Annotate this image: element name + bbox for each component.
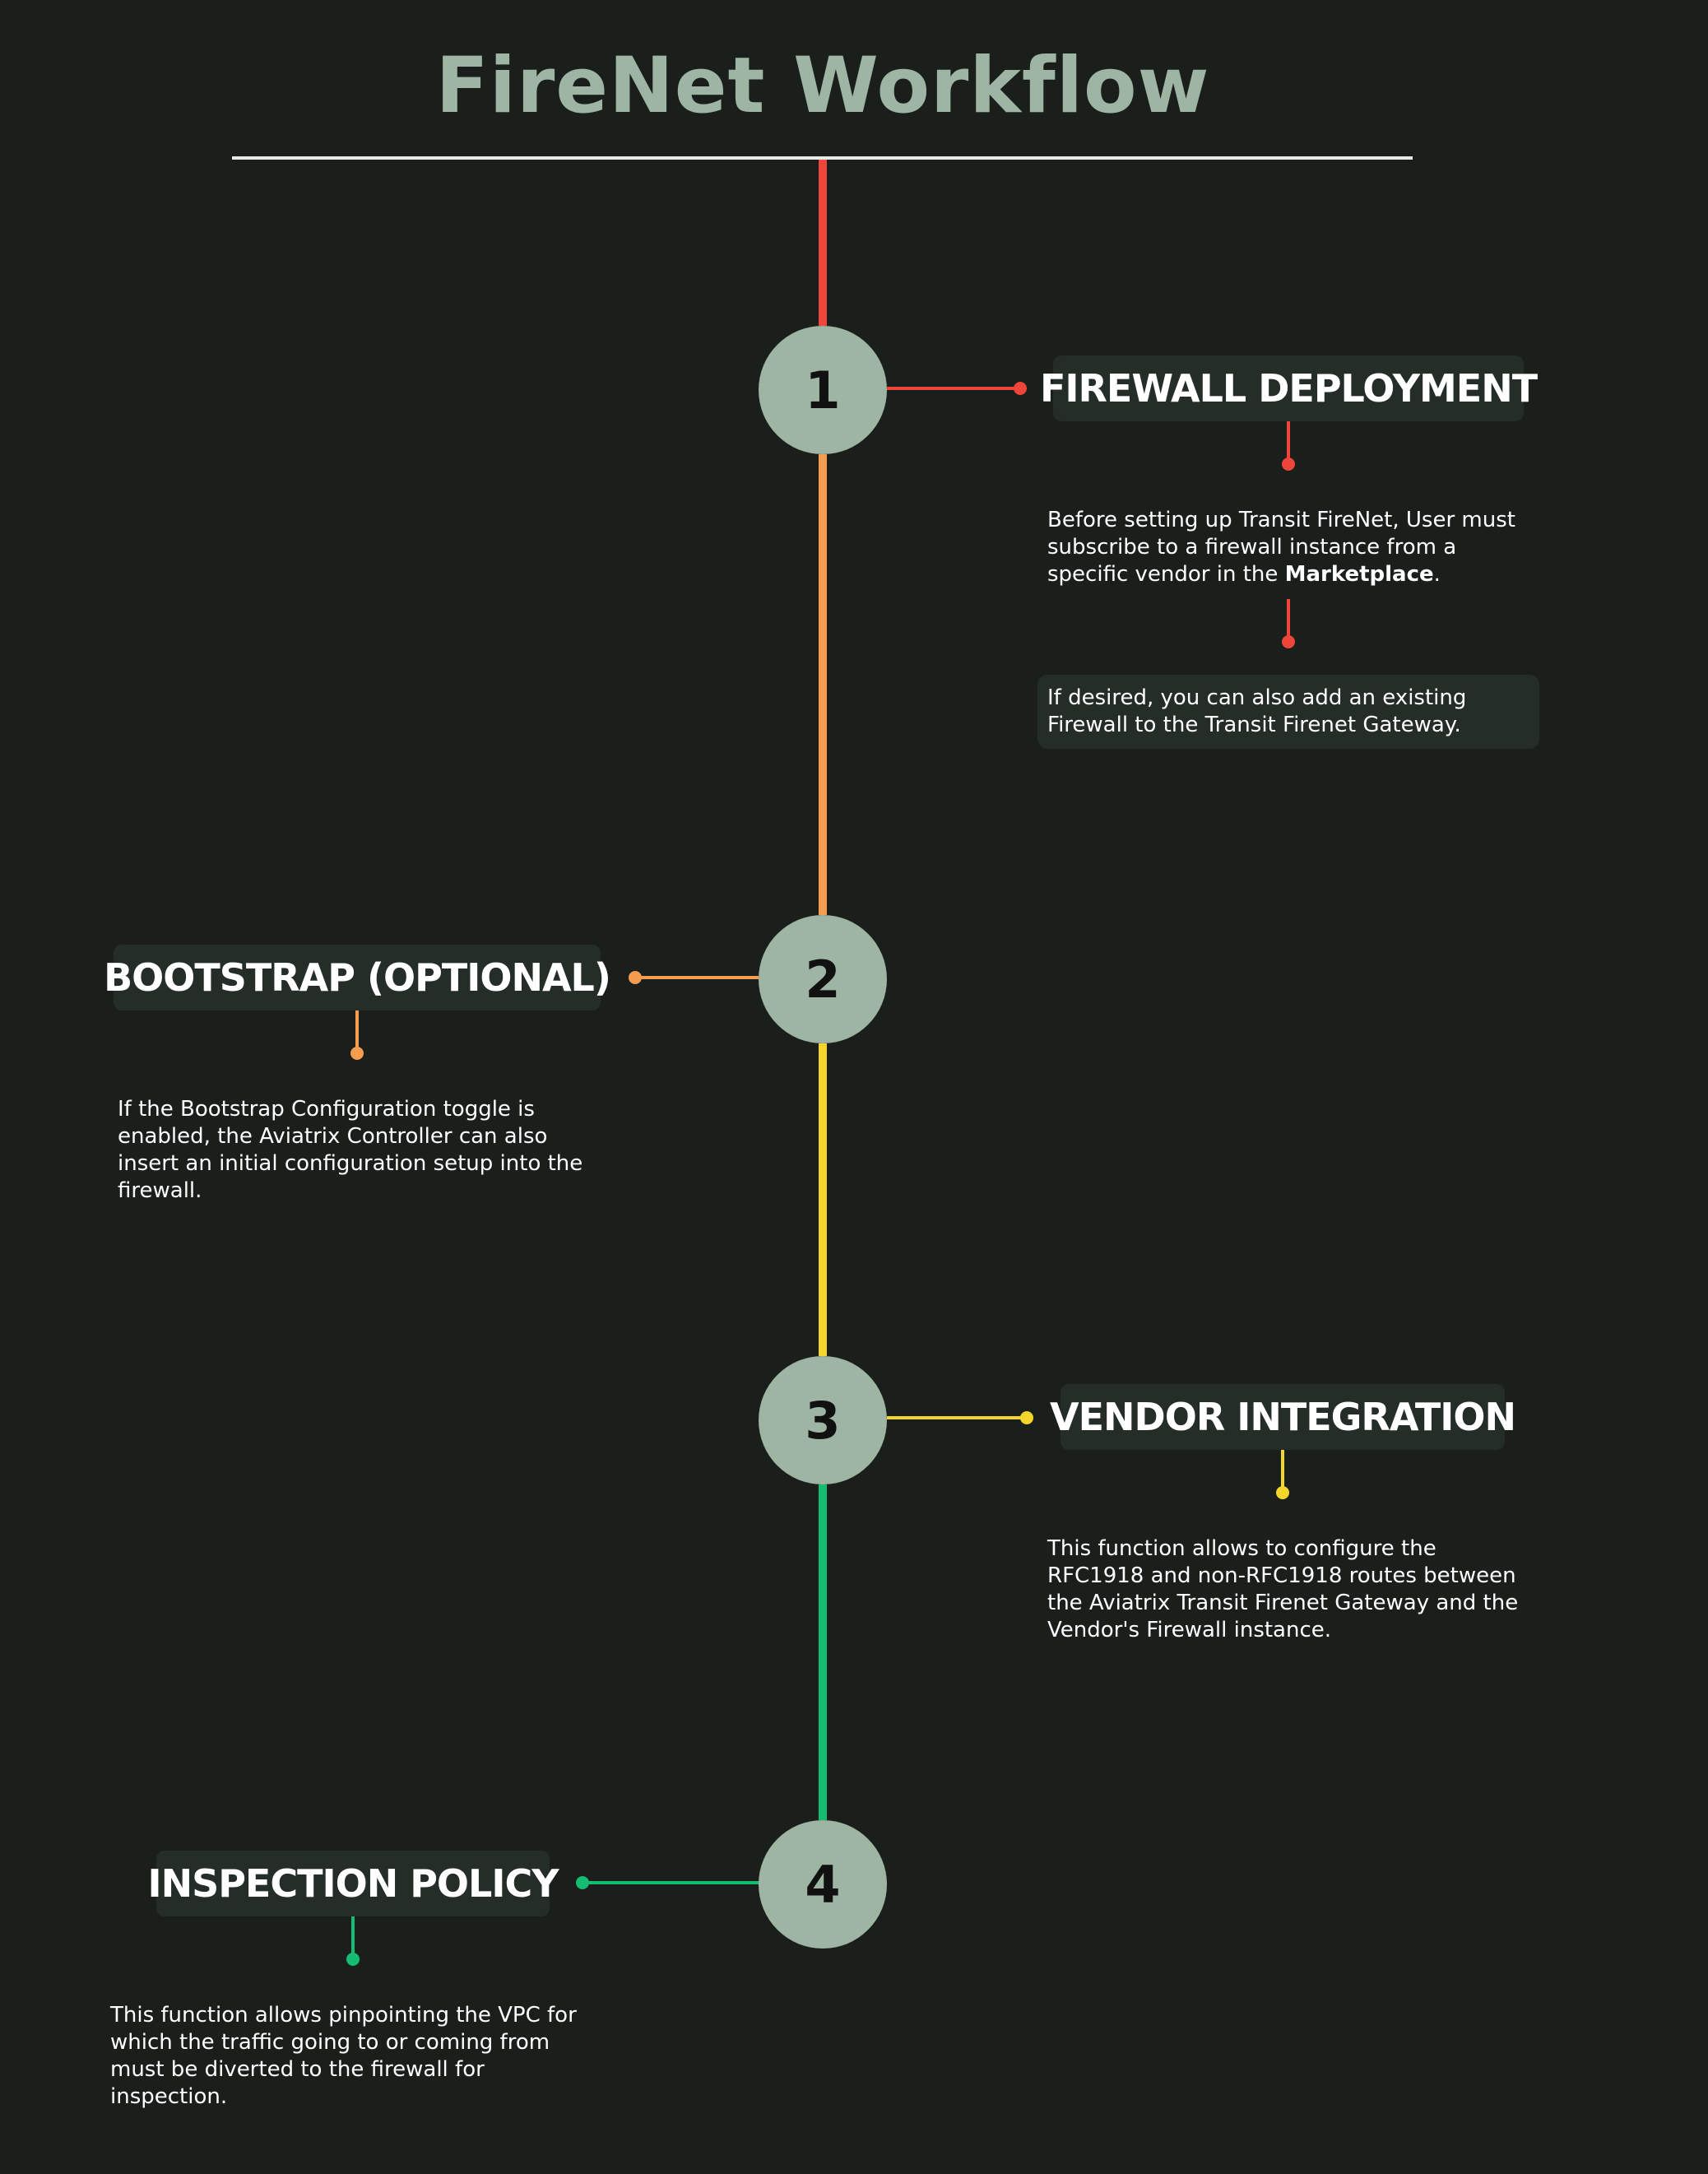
spine-segment-3 — [819, 1043, 827, 1356]
step-3-circle: 3 — [759, 1356, 887, 1484]
step-3-title-stem-dot — [1276, 1486, 1289, 1499]
step-2-circle: 2 — [759, 915, 887, 1043]
step-4-title-stem-dot — [346, 1953, 360, 1966]
step-1-description-text: Before setting up Transit FireNet, User … — [1047, 508, 1515, 587]
step-1-title: FIREWALL DEPLOYMENT — [1040, 355, 1538, 421]
step-2-connector — [635, 976, 759, 979]
step-1-note-stem-dot — [1282, 635, 1295, 648]
page-title: FireNet Workflow — [435, 41, 1210, 131]
step-4-connector-dot — [576, 1876, 589, 1889]
step-1-connector — [887, 387, 1020, 390]
marketplace-term: Marketplace — [1284, 562, 1434, 587]
step-3-connector — [887, 1416, 1027, 1419]
spine-segment-1 — [819, 160, 827, 326]
title-divider — [232, 156, 1413, 160]
step-3-connector-dot — [1020, 1411, 1033, 1424]
step-3-title: VENDOR INTEGRATION — [1050, 1384, 1516, 1450]
step-1-note: If desired, you can also add an existing… — [1037, 675, 1539, 749]
step-1-title-stem — [1287, 421, 1290, 464]
step-1-description: Before setting up Transit FireNet, User … — [1047, 507, 1541, 588]
step-4-title-stem — [351, 1916, 355, 1959]
step-1-connector-dot — [1014, 382, 1027, 395]
step-4-connector — [586, 1881, 759, 1884]
step-4-description: This function allows pinpointing the VPC… — [110, 2003, 577, 2109]
step-4-circle: 4 — [759, 1820, 887, 1949]
step-2-description: If the Bootstrap Configuration toggle is… — [118, 1097, 583, 1203]
step-3-title-stem — [1281, 1450, 1284, 1493]
step-2-title-stem — [355, 1010, 359, 1053]
step-1-circle: 1 — [759, 326, 887, 454]
spine-segment-2 — [819, 454, 827, 915]
step-4-title: INSPECTION POLICY — [147, 1851, 559, 1916]
step-2-title-stem-dot — [350, 1047, 364, 1060]
step-1-note-stem — [1287, 599, 1290, 642]
step-3-description: This function allows to configure the RF… — [1047, 1536, 1519, 1642]
step-2-connector-dot — [629, 971, 642, 984]
step-1-title-stem-dot — [1282, 458, 1295, 471]
step-1-description-end: . — [1433, 562, 1441, 587]
step-2-title: BOOTSTRAP (OPTIONAL) — [104, 945, 611, 1010]
spine-segment-4 — [819, 1484, 827, 1820]
